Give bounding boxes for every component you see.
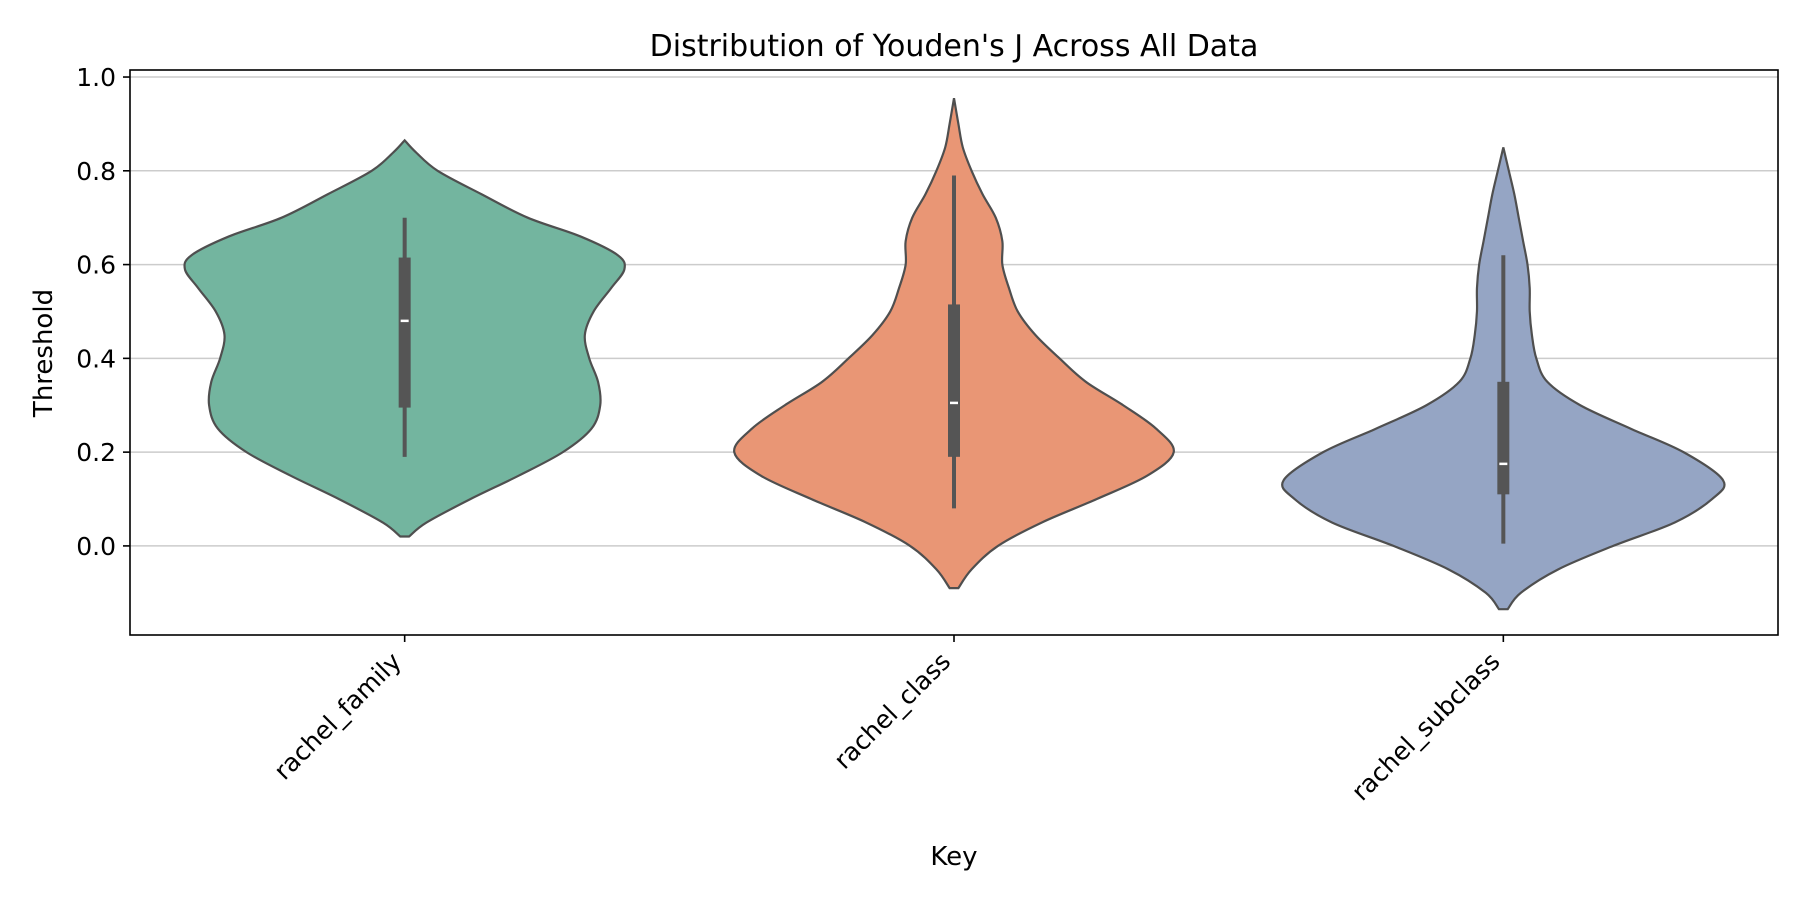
y-tick-label: 0.2 [76,438,116,467]
y-tick-label: 0.6 [76,251,116,280]
x-tick-label: rachel_class [828,647,956,775]
iqr-box-rachel_subclass [1497,381,1510,495]
y-tick-label: 0.0 [76,532,116,561]
iqr-box-rachel_class [948,304,960,457]
x-axis-label: Key [930,842,977,872]
y-tick-label: 1.0 [76,63,116,92]
violins [183,97,1726,611]
x-tick-label: rachel_family [268,647,407,786]
x-axis-ticks: rachel_family rachel_class rachel_subclass [268,635,1506,807]
y-axis-ticks: 0.0 0.2 0.4 0.6 0.8 1.0 [76,63,130,561]
chart-title: Distribution of Youden's J Across All Da… [650,29,1259,64]
iqr-box-rachel_family [398,257,411,408]
y-tick-label: 0.4 [76,344,116,373]
x-tick-label: rachel_subclass [1346,647,1506,807]
y-axis-label: Threshold [29,289,59,418]
y-tick-label: 0.8 [76,157,116,186]
